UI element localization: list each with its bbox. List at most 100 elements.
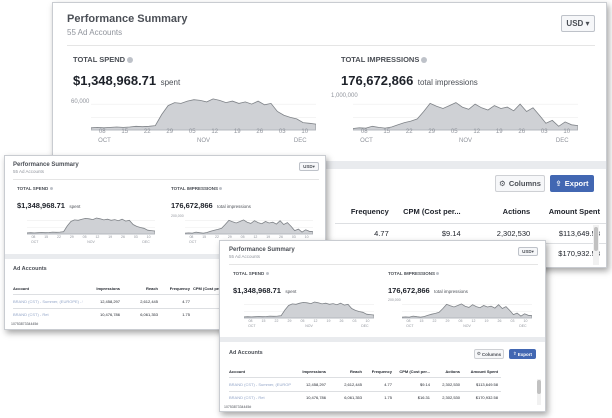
col-amount-spent[interactable]: Amount Spent [548,207,600,217]
col-frequency[interactable]: Frequency [350,207,389,217]
col-cpm[interactable]: CPM (Cost per... [193,286,224,292]
currency-dropdown[interactable]: USD ▾ [561,15,595,32]
total-spend-unit: spent [160,78,181,87]
page-title: Performance Summary [13,162,79,168]
table-row[interactable]: $170,932.58 [335,243,606,263]
col-actions[interactable]: Actions [502,207,531,217]
section-title: Ad Accounts [13,266,47,272]
info-icon[interactable] [436,272,440,276]
account-link[interactable]: BRAND (CST) - Summer, (EUROPE) - UK [13,298,83,304]
x-tick-day: 19 [233,129,241,135]
spend-x-months: OCT NOV DEC [244,324,374,330]
section-gap [5,254,325,259]
account-link[interactable]: BRAND (CST) - Ret [13,311,49,317]
cell-amount-spent: $113,649.58 [476,381,498,387]
info-icon[interactable] [49,187,53,191]
spend-area-chart [27,217,155,235]
x-tick-day: 05 [240,235,245,239]
account-link[interactable]: BRAND (CST) - Summer, (EUROPE) - UK [229,381,291,387]
info-icon[interactable] [421,57,428,64]
table-header-row: Frequency CPM (Cost per... Actions Amoun… [335,201,606,223]
spend-x-days: 08 15 22 29 05 12 19 26 03 10 [244,319,374,325]
table-header-row: Account Impressions Reach Frequency CPM … [13,284,224,294]
cell-reach: 2,612,445 [140,298,158,304]
cell-amount-spent: $170,932.58 [475,394,498,400]
impressions-area-chart [353,102,578,131]
x-tick-day: 12 [253,235,258,239]
col-cpm[interactable]: CPM (Cost per... [399,369,430,375]
x-tick-month: NOV [196,138,211,144]
area-series [91,98,316,131]
col-impressions[interactable]: Impressions [96,286,120,292]
screenshot-front: Performance Summary 55 Ad Accounts USD▾ … [219,240,546,412]
table-row[interactable]: BRAND (CST) - Ret 10,476,786 6,061,353 1… [13,308,224,320]
spend-area-chart [91,98,316,131]
total-spend-label: TOTAL SPEND [73,55,126,64]
col-frequency[interactable]: Frequency [169,286,190,292]
x-tick-day: 08 [189,235,194,239]
x-tick-day: 12 [313,319,318,323]
col-actions[interactable]: Actions [445,369,460,375]
export-button[interactable]: ⇪ Export [550,175,594,192]
total-spend-value: $1,348,968.71 [17,201,65,210]
x-tick-day: 05 [188,129,196,135]
impressions-x-months: OCT NOV DEC [353,138,578,148]
col-account[interactable]: Account [13,286,29,292]
col-impressions[interactable]: Impressions [302,369,326,375]
x-tick-day: 15 [419,319,424,323]
gear-icon: ⚙ [499,179,506,188]
x-tick-day: 10 [563,129,571,135]
table-scrollbar[interactable] [593,225,599,265]
table-row[interactable]: BRAND (CST) - Summer, (EUROPE) - UK 12,4… [13,294,224,308]
cell-actions: 2,302,530 [442,394,460,400]
x-tick-day: 10 [365,319,370,323]
x-tick-day: 26 [279,235,283,239]
x-tick-day: 03 [510,319,515,323]
x-tick-day: 08 [248,319,253,323]
table-row[interactable]: BRAND (CST) - Summer, (EUROPE) - UK 12,4… [229,377,501,391]
info-icon[interactable] [265,272,269,276]
info-icon[interactable] [219,187,223,191]
x-tick-day: 10 [304,235,309,239]
scrollbar-thumb[interactable] [594,227,598,251]
account-link[interactable]: BRAND (CST) - Ret [229,394,265,400]
x-tick-day: 10 [146,235,151,239]
cell-frequency: 4.77 [384,381,392,387]
x-tick-day: 05 [458,319,463,323]
col-amount-spent[interactable]: Amount Spent [470,369,498,375]
col-cpm[interactable]: CPM (Cost per... [403,207,461,217]
table-scrollbar[interactable] [537,379,541,405]
x-tick-month: OCT [248,324,256,328]
cell-reach: 6,061,353 [344,394,362,400]
columns-button[interactable]: ⚙ Columns [495,175,545,192]
currency-dropdown[interactable]: USD▾ [299,162,319,171]
x-tick-day: 03 [133,235,138,239]
page-title: Performance Summary [67,13,188,25]
x-tick-day: 22 [432,319,437,323]
x-tick-day: 03 [352,319,357,323]
area-series [185,219,313,235]
x-tick-month: OCT [188,240,197,244]
columns-button[interactable]: ⚙ Columns [474,349,504,359]
col-account[interactable]: Account [229,369,245,375]
x-tick-day: 08 [406,319,411,323]
area-series [353,102,578,131]
x-tick-month: OCT [30,240,39,244]
cell-actions: 2,302,530 [496,228,531,238]
x-tick-day: 15 [383,129,391,135]
x-tick-day: 29 [166,129,174,135]
col-frequency[interactable]: Frequency [371,369,392,375]
col-reach[interactable]: Reach [145,286,158,292]
col-reach[interactable]: Reach [349,369,362,375]
currency-label: USD [522,249,532,254]
export-icon: ⇪ [512,351,517,356]
cell-frequency: 4.77 [182,298,190,304]
x-tick-day: 05 [450,129,458,135]
x-tick-month: DEC [361,324,369,328]
scrollbar-thumb[interactable] [537,380,541,394]
table-row[interactable]: BRAND (CST) - Ret 10,476,786 6,061,353 1… [229,391,501,403]
currency-dropdown[interactable]: USD▾ [518,247,538,256]
info-icon[interactable] [127,57,134,64]
export-button[interactable]: ⇪ Export [509,349,536,359]
x-tick-day: 29 [428,129,436,135]
